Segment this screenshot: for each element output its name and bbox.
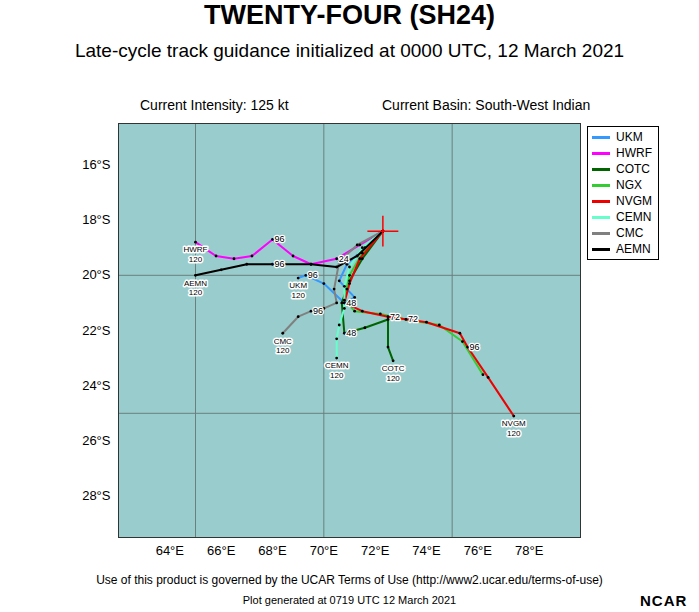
html-text:HWRF: HWRF [616, 146, 652, 160]
html-text:NCAR: NCAR [640, 592, 688, 609]
svg-text:HWRF120: HWRF120 [184, 245, 208, 264]
svg-text:96: 96 [274, 234, 284, 244]
svg-text:48: 48 [346, 328, 356, 338]
svg-text:72°E: 72°E [361, 543, 390, 558]
svg-text:24°S: 24°S [82, 378, 111, 393]
html-text:COTC: COTC [616, 162, 650, 176]
html-text:AEMN: AEMN [616, 242, 651, 256]
svg-text:96: 96 [308, 270, 318, 280]
html-text:Current Basin: South-West Indi: Current Basin: South-West Indian [382, 97, 591, 113]
svg-text:NVGM120: NVGM120 [502, 419, 526, 438]
html-text:Late-cycle track guidance init: Late-cycle track guidance initialized at… [74, 40, 625, 61]
svg-text:72: 72 [390, 312, 400, 322]
svg-text:78°E: 78°E [515, 543, 544, 558]
html-text:NGX: NGX [616, 178, 642, 192]
svg-text:96: 96 [470, 342, 480, 352]
svg-text:UKM120: UKM120 [289, 281, 307, 300]
svg-text:70°E: 70°E [310, 543, 339, 558]
svg-text:66°E: 66°E [207, 543, 236, 558]
svg-text:64°E: 64°E [156, 543, 185, 558]
svg-text:96: 96 [274, 259, 284, 269]
html-text:CEMN: CEMN [616, 210, 652, 224]
svg-text:20°S: 20°S [82, 267, 111, 282]
svg-text:68°E: 68°E [258, 543, 287, 558]
svg-text:72: 72 [408, 314, 418, 324]
svg-text:16°S: 16°S [82, 157, 111, 172]
svg-text:24: 24 [339, 254, 349, 264]
svg-text:18°S: 18°S [82, 212, 111, 227]
svg-text:COTC120: COTC120 [382, 364, 405, 383]
svg-text:76°E: 76°E [464, 543, 493, 558]
html-text:CMC: CMC [616, 226, 644, 240]
svg-text:CEMN120: CEMN120 [325, 361, 349, 380]
svg-text:22°S: 22°S [82, 323, 111, 338]
html-text:NVGM: NVGM [616, 194, 652, 208]
html-text:Current Intensity: 125 kt: Current Intensity: 125 kt [140, 97, 289, 113]
html-text:Use of this product is governe: Use of this product is governed by the U… [96, 573, 603, 587]
svg-text:48: 48 [346, 298, 356, 308]
html-text:Plot generated at 0719 UTC 12: Plot generated at 0719 UTC 12 March 2021 [242, 594, 457, 606]
svg-text:CMC120: CMC120 [274, 337, 292, 356]
svg-text:74°E: 74°E [412, 543, 441, 558]
svg-text:96: 96 [313, 306, 323, 316]
html-text:TWENTY-FOUR (SH24): TWENTY-FOUR (SH24) [204, 0, 495, 30]
svg-text:26°S: 26°S [82, 433, 111, 448]
html-text:UKM: UKM [616, 130, 643, 144]
svg-text:AEMN120: AEMN120 [184, 279, 207, 298]
svg-text:28°S: 28°S [82, 488, 111, 503]
